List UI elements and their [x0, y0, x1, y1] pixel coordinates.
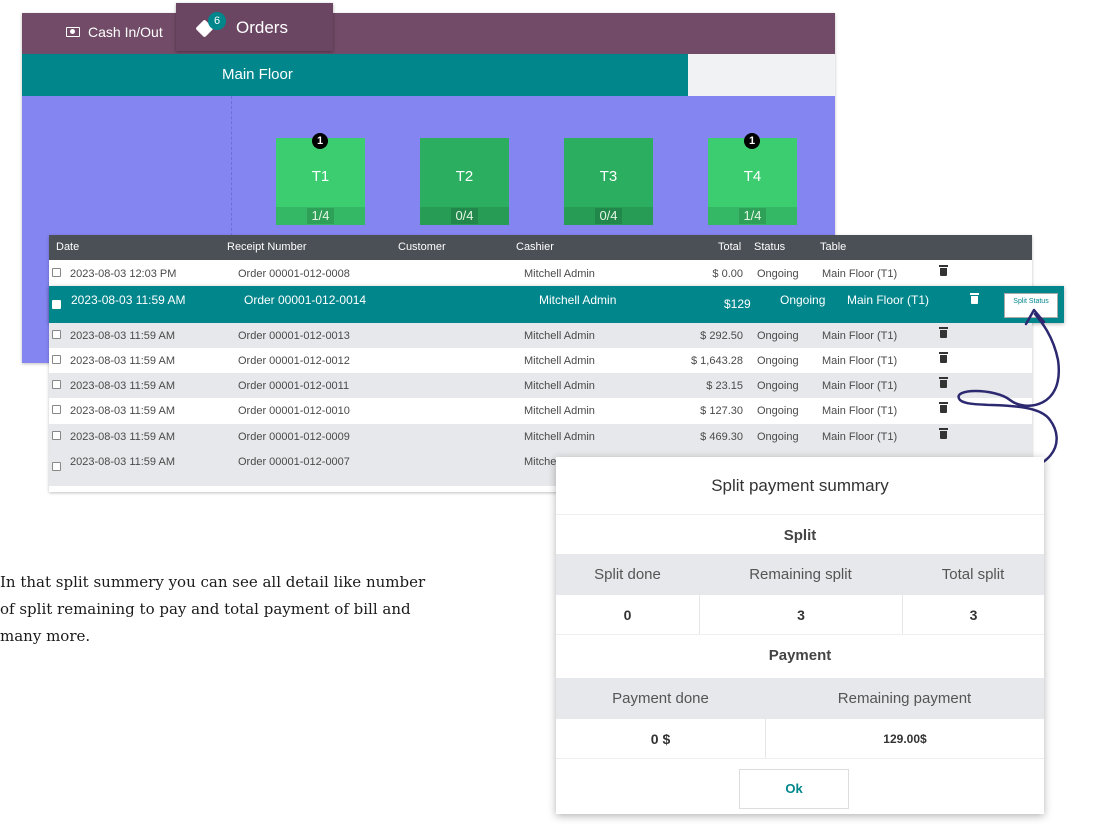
table-t1[interactable]: 1 T1 1/4 — [276, 133, 365, 225]
orders-tab[interactable]: 6 Orders — [176, 3, 333, 51]
remaining-payment-value: 129.00$ — [765, 719, 1044, 758]
table-seats: 0/4 — [595, 208, 622, 224]
total-split-value: 3 — [902, 595, 1044, 634]
row-checkbox[interactable] — [52, 300, 61, 309]
floor-name: Main Floor — [222, 66, 293, 83]
column-date[interactable]: Date — [56, 241, 80, 253]
split-payment-summary-dialog: Split payment summary Split Split done R… — [556, 457, 1044, 814]
order-row[interactable]: 2023-08-03 11:59 AM Order 00001-012-0010… — [49, 398, 1032, 423]
delete-icon[interactable] — [939, 352, 948, 363]
dialog-title: Split payment summary — [556, 457, 1044, 515]
table-name: T4 — [743, 168, 762, 185]
order-row[interactable]: 2023-08-03 12:03 PM Order 00001-012-0008… — [49, 261, 1032, 286]
floor-bar-empty-area — [688, 54, 835, 96]
split-section-title: Split — [783, 527, 817, 544]
column-receipt-number[interactable]: Receipt Number — [227, 241, 307, 253]
order-row[interactable]: 2023-08-03 11:59 AM Order 00001-012-0011… — [49, 373, 1032, 398]
payment-section-title: Payment — [768, 647, 832, 664]
column-status[interactable]: Status — [754, 241, 786, 253]
table-seats: 0/4 — [451, 208, 478, 224]
floor-tab-main-floor[interactable]: Main Floor — [22, 54, 688, 96]
cash-in-out-label: Cash In/Out — [88, 24, 163, 40]
column-customer[interactable]: Customer — [398, 241, 446, 253]
split-values-row: 0 3 3 — [556, 595, 1044, 635]
explanation-text: In that split summery you can see all de… — [0, 573, 426, 645]
table-name: T1 — [311, 168, 330, 185]
table-t2[interactable]: T2 0/4 — [420, 138, 509, 225]
cash-in-out-button[interactable]: Cash In/Out — [66, 24, 163, 40]
row-checkbox[interactable] — [52, 355, 61, 364]
row-checkbox[interactable] — [52, 330, 61, 339]
remaining-payment-header: Remaining payment — [837, 690, 972, 707]
table-seats: 1/4 — [307, 208, 334, 224]
total-split-header: Total split — [941, 566, 1005, 583]
table-seats: 1/4 — [739, 208, 766, 224]
cash-icon — [66, 27, 80, 37]
column-cashier[interactable]: Cashier — [516, 241, 554, 253]
table-name: T2 — [455, 168, 474, 185]
order-row-selected[interactable]: 2023-08-03 11:59 AM Order 00001-012-0014… — [49, 286, 1064, 323]
table-name: T3 — [599, 168, 618, 185]
order-row[interactable]: 2023-08-03 11:59 AM Order 00001-012-0013… — [49, 323, 1032, 348]
payment-done-value: 0 $ — [650, 730, 671, 747]
table-t4[interactable]: 1 T4 1/4 — [708, 133, 797, 225]
row-checkbox[interactable] — [52, 405, 61, 414]
split-done-header: Split done — [594, 566, 661, 583]
table-order-count-badge: 1 — [744, 133, 760, 149]
table-order-count-badge: 1 — [312, 133, 328, 149]
orders-count-badge: 6 — [208, 12, 226, 30]
ok-button[interactable]: Ok — [739, 769, 849, 809]
split-header-row: Split done Remaining split Total split — [556, 554, 1044, 595]
annotation-arrow — [957, 308, 1061, 478]
delete-icon[interactable] — [939, 402, 948, 413]
payment-header-row: Payment done Remaining payment — [556, 678, 1044, 719]
table-t3[interactable]: T3 0/4 — [564, 138, 653, 225]
payment-done-header: Payment done — [612, 690, 709, 707]
orders-tab-label: Orders — [236, 18, 288, 37]
delete-icon[interactable] — [939, 428, 948, 439]
split-done-value: 0 — [623, 606, 632, 623]
floor-divider — [231, 96, 232, 236]
column-total[interactable]: Total — [718, 241, 742, 253]
row-checkbox[interactable] — [52, 268, 61, 277]
payment-values-row: 0 $ 129.00$ — [556, 719, 1044, 759]
delete-icon[interactable] — [939, 265, 948, 276]
column-table[interactable]: Table — [820, 241, 847, 253]
row-checkbox[interactable] — [52, 431, 61, 440]
delete-icon[interactable] — [939, 327, 948, 338]
order-row[interactable]: 2023-08-03 11:59 AM Order 00001-012-0009… — [49, 424, 1032, 449]
top-bar — [22, 13, 835, 54]
delete-icon[interactable] — [939, 377, 948, 388]
remaining-split-value: 3 — [699, 595, 902, 634]
row-checkbox[interactable] — [52, 462, 61, 471]
order-row[interactable]: 2023-08-03 11:59 AM Order 00001-012-0012… — [49, 348, 1032, 373]
orders-list-header: Date Receipt Number Customer Cashier Tot… — [49, 235, 1032, 260]
delete-icon[interactable] — [970, 293, 979, 304]
row-checkbox[interactable] — [52, 380, 61, 389]
remaining-split-header: Remaining split — [749, 566, 852, 583]
